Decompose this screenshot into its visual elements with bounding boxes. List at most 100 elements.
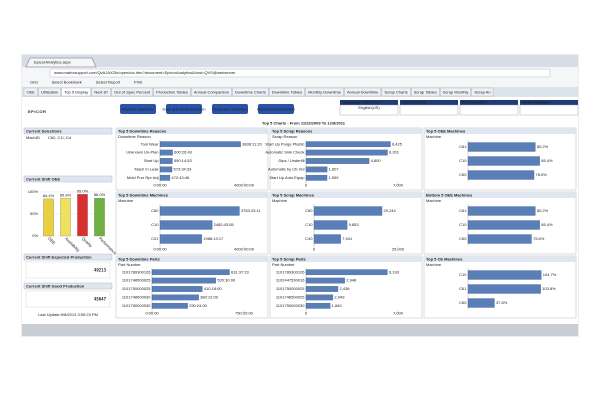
app-tab[interactable] [471, 87, 494, 97]
chart-title: Top 5 Downtime Machines [118, 192, 169, 197]
app-tab[interactable] [411, 87, 440, 97]
category-label: Start Up [144, 158, 159, 163]
selection-box[interactable] [459, 104, 519, 116]
bar [305, 302, 331, 309]
value-label: 2,948 [346, 278, 357, 283]
bar [305, 269, 388, 276]
bar [159, 141, 241, 148]
bar [313, 234, 341, 244]
panel-title: Current Shift Expected Production [26, 254, 92, 259]
axis-label: Part Number [118, 262, 141, 267]
bar [305, 158, 370, 164]
bar [313, 220, 348, 230]
menu-item[interactable]: Print [134, 80, 143, 85]
button-label: Date and Shift Selection [163, 106, 206, 111]
app-tab[interactable] [38, 87, 61, 97]
app-tab[interactable] [191, 87, 232, 97]
category-label: Tool Wear [141, 141, 160, 146]
category-label: Automatic Sink Check [265, 150, 304, 155]
bar [305, 174, 328, 181]
category-label: 1101748500025 [122, 278, 151, 283]
selection-box[interactable] [519, 104, 579, 116]
bar [159, 234, 202, 244]
x-tick-label: OEE [47, 236, 57, 246]
selection-box[interactable] [399, 104, 459, 116]
app-tab-label: Annual Comparison [194, 89, 229, 94]
bar [305, 286, 339, 292]
dashboard-title: Top 5 Charts - From 11/23/2009 To 12/8/2… [262, 121, 346, 126]
value-label: 590:14:53 [174, 158, 193, 163]
app-tab[interactable] [232, 87, 269, 97]
x-tick-label: 0 [305, 311, 308, 316]
bar [467, 298, 495, 308]
selection-button[interactable] [166, 104, 202, 114]
kpi-box [25, 290, 111, 308]
category-label: C01 [151, 236, 159, 241]
app-tab[interactable] [440, 87, 472, 97]
chart-title: Bottom 5 OEE Machines [426, 192, 473, 197]
bar [43, 198, 54, 237]
app-tab[interactable] [111, 87, 153, 97]
selection-button[interactable] [120, 104, 156, 114]
button-label: Department Selection [257, 106, 295, 111]
menu-item[interactable]: Select Bookmark [52, 80, 82, 85]
axis-label: Machine [426, 198, 442, 203]
x-tick-label: 7,000 [393, 311, 404, 316]
value-label: 1,607 [329, 166, 340, 171]
value-label: 2482:43:55 [214, 222, 235, 227]
value-label: 84.4% [43, 193, 55, 198]
selection-box[interactable] [339, 104, 399, 116]
bar [467, 206, 536, 216]
selection-button[interactable] [258, 104, 294, 114]
chart-frame [269, 255, 423, 319]
bar [151, 294, 199, 301]
value-label: 6,201 [389, 150, 400, 155]
app-tab[interactable] [305, 87, 344, 97]
value-label: 86.0% [94, 192, 106, 197]
bar [305, 149, 388, 156]
app-tab[interactable] [381, 87, 411, 97]
bar [159, 220, 213, 230]
bar [151, 277, 216, 284]
axis-label: Machine [426, 134, 442, 139]
selection-button[interactable] [212, 104, 248, 114]
app-tab-label: Annual Downtime [347, 89, 379, 94]
value-label: 520:30:00 [217, 278, 236, 283]
bar [60, 198, 71, 237]
app-tab[interactable] [91, 87, 111, 97]
category-label: 1101750000025 [122, 286, 151, 291]
app-tab[interactable] [23, 87, 38, 97]
panel-header [23, 253, 113, 261]
footer-bar [22, 324, 578, 336]
selection-label: Language Selection [342, 100, 380, 105]
menu-item[interactable]: Grid [30, 80, 38, 85]
menu-item[interactable]: Select Report [96, 80, 121, 85]
category-label: C40 [305, 236, 313, 241]
button-label: Customer Selection [213, 106, 248, 111]
url: www.matrixsupport.com/QvAJAXZfc/opendoc.… [54, 70, 236, 75]
category-label: C60 [459, 300, 467, 305]
app-tab[interactable] [153, 87, 191, 97]
panel-title: Current Shift Good Production [26, 283, 85, 288]
bar [467, 270, 542, 280]
category-label: C60 [459, 172, 467, 177]
value-label: 6,425 [392, 141, 403, 146]
value-label: 9,853 [349, 222, 360, 227]
address-bar[interactable] [49, 68, 551, 78]
category-label: C10 [151, 222, 159, 227]
app-tab[interactable] [269, 87, 305, 97]
category-label: C10 [305, 222, 313, 227]
app-tab[interactable] [344, 87, 382, 97]
bar [151, 286, 203, 292]
selection-header [520, 100, 578, 105]
bar [467, 234, 532, 244]
browser-tab[interactable] [25, 57, 97, 68]
app-tab[interactable] [61, 87, 92, 97]
bar [467, 156, 540, 166]
y-tick-label: 50% [30, 211, 38, 216]
category-label: C10 [459, 222, 467, 227]
bar [159, 149, 173, 156]
chart-title: Top 5 Downtime Parts [118, 256, 160, 261]
category-label: 1101748500030 [122, 294, 151, 299]
category-label: Mach In Leak [134, 166, 158, 171]
